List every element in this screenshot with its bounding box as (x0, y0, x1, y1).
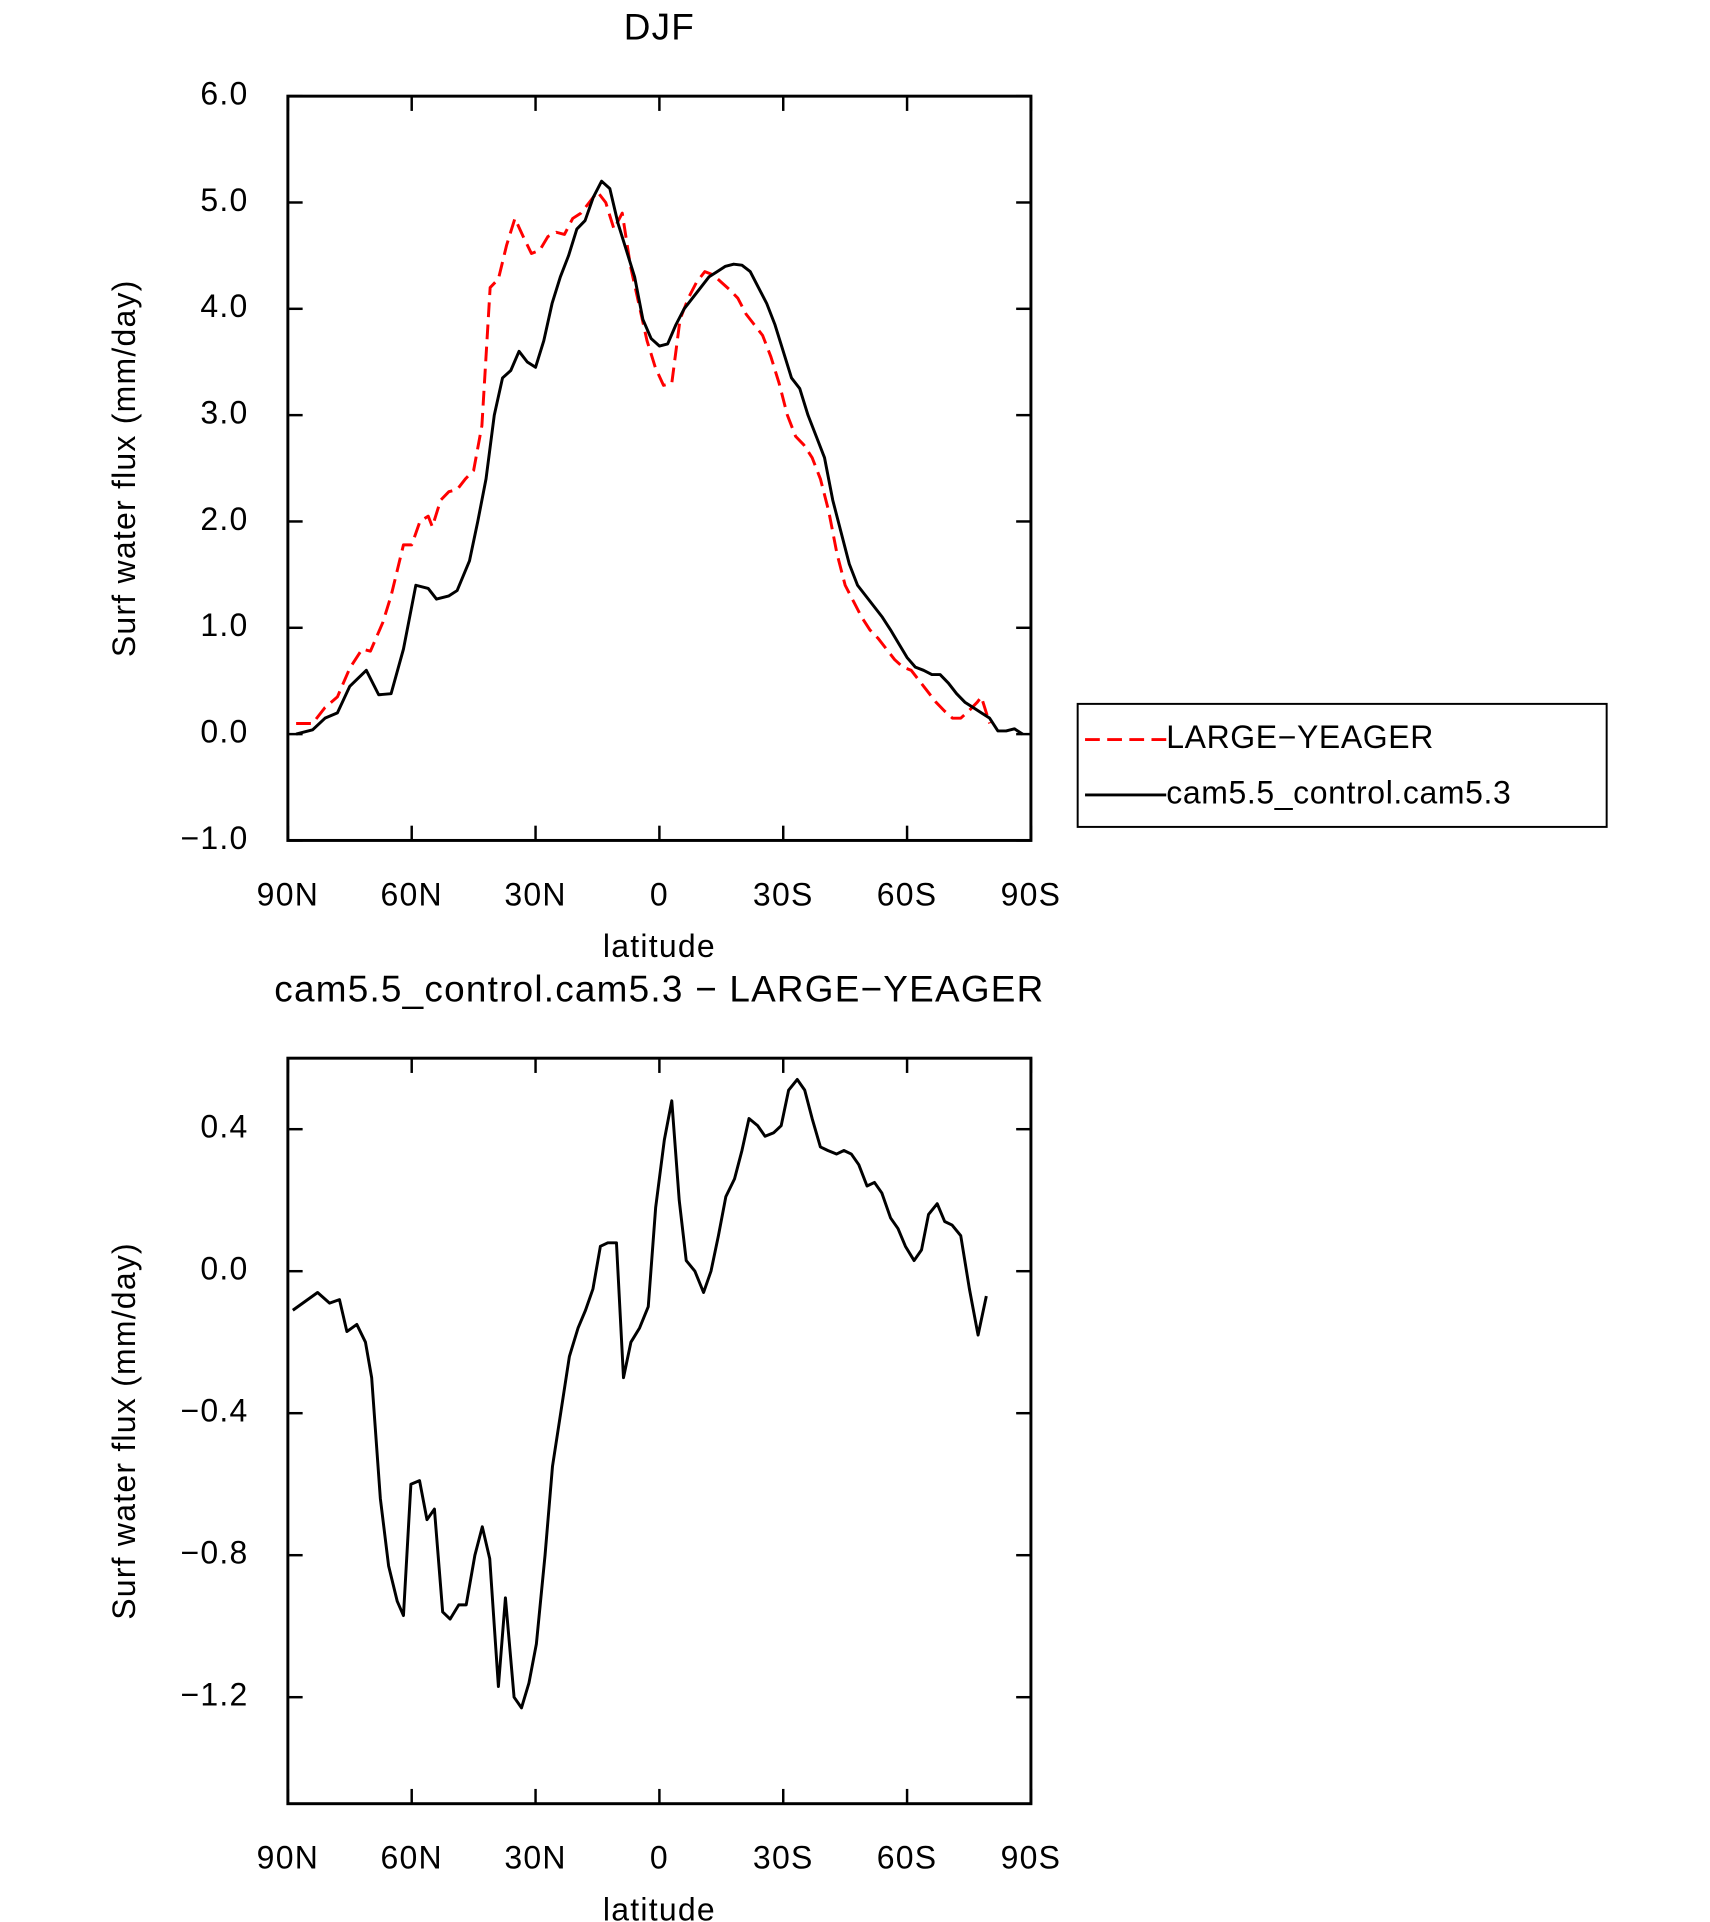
plot-frame (286, 1056, 1033, 1806)
x-tick-label: 90S (1001, 1840, 1062, 1876)
y-tick-label: −0.4 (180, 1393, 248, 1429)
y-tick-label: 1.0 (200, 607, 248, 643)
y-tick-label: 0.0 (200, 714, 248, 750)
legend-label: LARGE−YEAGER (1166, 719, 1434, 755)
x-tick-label: 30S (753, 876, 814, 912)
y-tick-label: 0.4 (200, 1109, 248, 1145)
x-tick-label: 90S (1001, 876, 1062, 912)
x-tick-label: 0 (650, 1840, 669, 1876)
y-tick-label: 2.0 (200, 501, 248, 537)
x-tick-label: 60S (877, 876, 938, 912)
y-tick-label: 4.0 (200, 288, 248, 324)
x-tick-label: 30S (753, 1840, 814, 1876)
chart-title: DJF (624, 6, 695, 47)
data-line (296, 190, 992, 725)
chart-title: cam5.5_control.cam5.3 − LARGE−YEAGER (274, 969, 1044, 1010)
plot-frame (286, 94, 1033, 842)
y-tick-label: 6.0 (200, 76, 248, 112)
data-line (291, 1078, 988, 1710)
y-axis-label: Surf water flux (mm/day) (106, 1242, 142, 1620)
legend-box (1076, 702, 1608, 828)
y-tick-label: −1.2 (180, 1677, 248, 1713)
data-line (295, 179, 1024, 736)
y-tick-label: 5.0 (200, 182, 248, 218)
x-tick-label: 30N (504, 1840, 566, 1876)
y-tick-label: 0.0 (200, 1251, 248, 1287)
x-tick-label: 60N (381, 876, 443, 912)
legend-label: cam5.5_control.cam5.3 (1166, 774, 1511, 810)
x-tick-label: 0 (650, 876, 669, 912)
x-axis-label: latitude (603, 928, 716, 964)
y-tick-label: −1.0 (180, 820, 248, 856)
x-tick-label: 60S (877, 1840, 938, 1876)
y-tick-label: 3.0 (200, 395, 248, 431)
x-tick-label: 60N (381, 1840, 443, 1876)
x-axis-label: latitude (603, 1891, 716, 1922)
x-tick-label: 30N (504, 876, 566, 912)
x-tick-label: 90N (257, 876, 319, 912)
x-tick-label: 90N (257, 1840, 319, 1876)
y-axis-label: Surf water flux (mm/day) (106, 279, 142, 657)
y-tick-label: −0.8 (180, 1535, 248, 1571)
